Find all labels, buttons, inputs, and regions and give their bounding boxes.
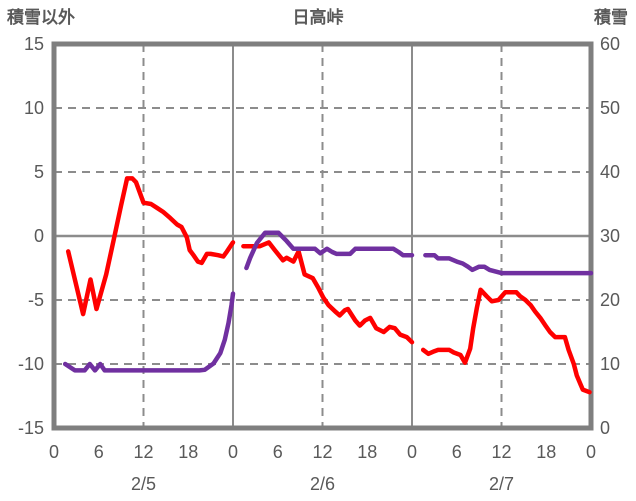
x-tick-label: 18 bbox=[357, 442, 377, 462]
x-tick-label: 6 bbox=[452, 442, 462, 462]
plot-border bbox=[51, 41, 594, 431]
y-left-tick-label: 10 bbox=[24, 98, 44, 118]
date-label: 2/7 bbox=[489, 474, 514, 494]
chart-title: 日高峠 bbox=[292, 8, 344, 27]
series-line-non-snow bbox=[420, 287, 592, 395]
x-tick-label: 18 bbox=[178, 442, 198, 462]
y-right-tick-label: 0 bbox=[600, 418, 610, 438]
series-line-non-snow bbox=[65, 176, 236, 317]
date-label: 2/6 bbox=[310, 474, 335, 494]
left-axis-title: 積雪以外 bbox=[7, 8, 75, 27]
y-right-tick-label: 40 bbox=[600, 162, 620, 182]
y-left-tick-label: -5 bbox=[28, 290, 44, 310]
x-tick-label: 6 bbox=[94, 442, 104, 462]
x-tick-label: 18 bbox=[536, 442, 556, 462]
series-line-snow-depth bbox=[62, 291, 236, 373]
series-line-non-snow bbox=[241, 240, 415, 345]
series-line-snow-depth bbox=[423, 252, 594, 276]
x-tick-label: 0 bbox=[586, 442, 596, 462]
y-left-tick-label: 5 bbox=[34, 162, 44, 182]
y-right-tick-label: 30 bbox=[600, 226, 620, 246]
series-line-snow-depth bbox=[244, 230, 415, 271]
y-left-tick-label: -15 bbox=[18, 418, 44, 438]
y-right-tick-label: 50 bbox=[600, 98, 620, 118]
x-tick-label: 0 bbox=[49, 442, 59, 462]
y-right-tick-label: 20 bbox=[600, 290, 620, 310]
x-tick-label: 12 bbox=[491, 442, 511, 462]
x-tick-label: 12 bbox=[133, 442, 153, 462]
x-tick-label: 0 bbox=[228, 442, 238, 462]
x-tick-label: 0 bbox=[407, 442, 417, 462]
x-tick-label: 6 bbox=[273, 442, 283, 462]
date-label: 2/5 bbox=[131, 474, 156, 494]
y-right-tick-label: 10 bbox=[600, 354, 620, 374]
right-axis-title: 積雪 bbox=[594, 8, 628, 27]
y-right-tick-label: 60 bbox=[600, 34, 620, 54]
y-left-tick-label: 15 bbox=[24, 34, 44, 54]
y-left-tick-label: -10 bbox=[18, 354, 44, 374]
x-tick-label: 12 bbox=[312, 442, 332, 462]
y-left-tick-label: 0 bbox=[34, 226, 44, 246]
